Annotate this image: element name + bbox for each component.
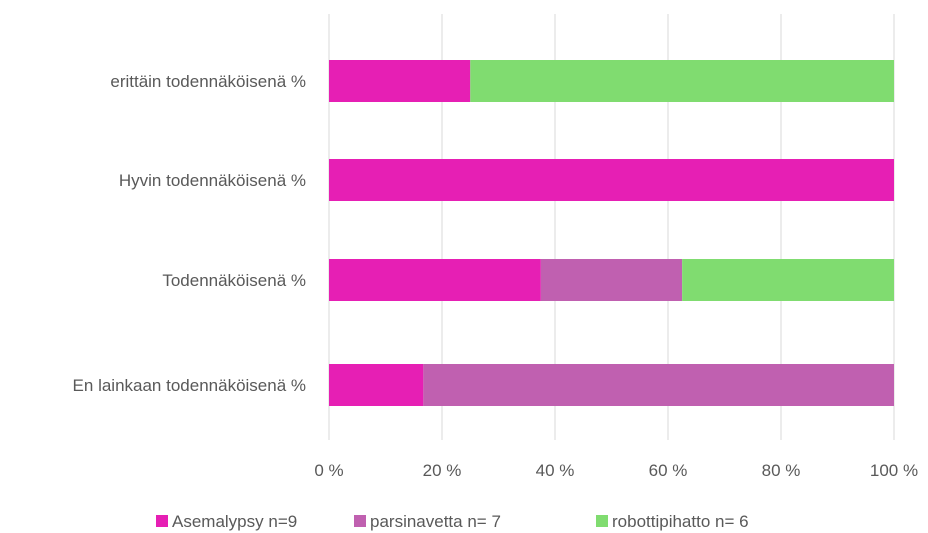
x-tick-label: 60 % [649,461,688,480]
x-tick-label: 20 % [423,461,462,480]
bar-segment [682,259,894,301]
category-label: En lainkaan todennäköisenä % [73,376,306,395]
bar-segment [329,159,894,201]
legend-swatch [596,515,608,527]
category-label: Hyvin todennäköisenä % [119,171,306,190]
legend-label: Asemalypsy n=9 [172,512,297,531]
legend-swatch [354,515,366,527]
category-labels: erittäin todennäköisenä % Hyvin todennäkö… [73,72,306,395]
bar-segment [470,60,894,102]
x-tick-label: 0 % [314,461,343,480]
legend-label: robottipihatto n= 6 [612,512,749,531]
category-label: erittäin todennäköisenä % [110,72,306,91]
bar-segment [329,259,541,301]
x-tick-label: 100 % [870,461,918,480]
legend-label: parsinavetta n= 7 [370,512,501,531]
bar-segment [540,259,683,301]
x-tick-label: 40 % [536,461,575,480]
legend-swatch [156,515,168,527]
category-label: Todennäköisenä % [162,271,306,290]
x-tick-labels: 0 % 20 % 40 % 60 % 80 % 100 % [314,461,918,480]
x-tick-label: 80 % [762,461,801,480]
bar-segment [329,60,471,102]
bars [329,60,894,406]
bar-segment [329,364,424,406]
legend: Asemalypsy n=9 parsinavetta n= 7 robottipi… [156,512,749,531]
bar-segment [423,364,894,406]
